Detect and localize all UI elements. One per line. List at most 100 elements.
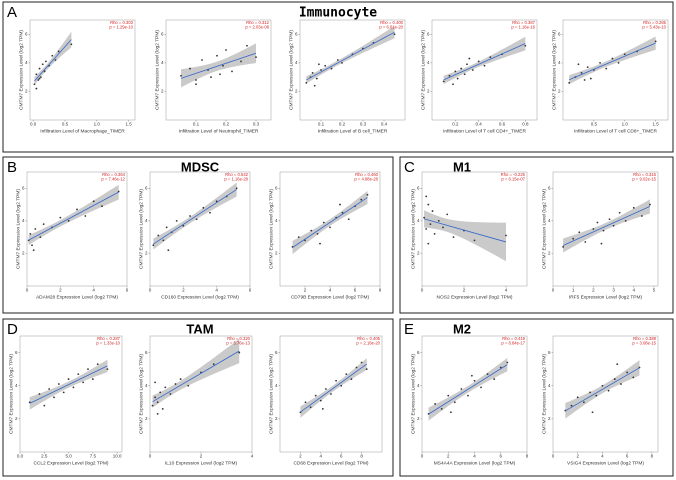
x-tick-label: 0.0 — [17, 454, 24, 459]
x-tick-label: 4 — [215, 288, 218, 293]
x-tick-label: 8 — [360, 454, 363, 459]
point — [310, 229, 313, 232]
point — [654, 40, 657, 43]
point — [33, 83, 36, 86]
point — [576, 396, 579, 399]
point — [452, 83, 454, 86]
point — [423, 216, 425, 219]
x-tick-label: 8 — [526, 454, 529, 459]
point — [212, 363, 215, 366]
y-tick-label: 6 — [22, 185, 25, 190]
panel-frame — [399, 318, 674, 477]
point — [305, 81, 308, 84]
y-tick-label: 6 — [295, 31, 298, 36]
point — [568, 81, 571, 84]
x-axis-label: ADAM28 Expression Level (log2 TPM) — [36, 294, 118, 300]
point — [605, 67, 608, 70]
point — [578, 231, 581, 234]
annotation: p = 1.29e-10 — [109, 25, 133, 30]
x-tick-label: 4 — [320, 454, 323, 459]
point — [632, 206, 635, 209]
y-tick-label: 6 — [417, 185, 420, 190]
point — [592, 228, 595, 230]
point — [96, 363, 99, 366]
point — [335, 379, 337, 382]
point — [618, 211, 621, 214]
point — [350, 378, 353, 380]
y-tick-label: 2 — [161, 89, 164, 94]
fit-line — [153, 189, 237, 245]
y-axis-label: CMTM7 Expression Level (log2 TPM) — [551, 30, 557, 110]
point — [297, 236, 300, 239]
x-tick-label: 0.4 — [381, 122, 388, 127]
plot-frame — [421, 335, 528, 453]
point — [483, 64, 486, 67]
y-tick-label: 2 — [295, 89, 298, 94]
point — [440, 408, 443, 410]
point — [311, 71, 314, 74]
x-tick-label: 0.2 — [339, 122, 346, 127]
confidence-band — [34, 31, 72, 86]
point — [152, 244, 155, 247]
y-tick-label: 2 — [548, 251, 551, 256]
point — [187, 384, 190, 387]
y-tick-label: 2 — [558, 89, 561, 94]
point — [466, 63, 468, 66]
point — [477, 60, 480, 63]
point — [347, 218, 350, 221]
y-tick-label: 2 — [22, 251, 25, 256]
point — [320, 69, 322, 71]
point — [157, 234, 160, 237]
x-tick-label: 4 — [601, 454, 604, 459]
annotation: p = 1.16e-28 — [224, 177, 248, 182]
x-tick-label: 0.8 — [522, 122, 529, 127]
annotation: p = 6.61e-20 — [379, 25, 403, 30]
x-tick-label: 4 — [633, 288, 636, 293]
fit-line — [569, 42, 656, 81]
x-tick-label: 0.6 — [499, 122, 506, 127]
point — [446, 213, 449, 216]
point — [620, 383, 622, 385]
annotation: p = 1.16e-16 — [511, 25, 535, 30]
fit-line — [306, 31, 395, 81]
x-tick-label: 0 — [552, 288, 555, 293]
annotation: Rho = 0.364 — [102, 172, 126, 177]
point — [240, 60, 242, 63]
y-axis-label: CMTM7 Expression Level (log2 TPM) — [288, 30, 294, 110]
y-axis-label: CMTM7 Expression Level (log2 TPM) — [541, 189, 547, 269]
point — [91, 378, 94, 380]
point — [182, 224, 185, 227]
confidence-band — [306, 26, 395, 84]
x-axis-label: NOS2 Expression Level (log2 TPM) — [437, 294, 513, 300]
point — [222, 64, 224, 67]
panel-label: D — [7, 321, 18, 338]
point — [355, 366, 358, 369]
point — [201, 59, 203, 61]
annotation: Rho = 0.367 — [512, 20, 536, 25]
point — [577, 63, 580, 66]
point — [572, 237, 575, 240]
x-axis-label: MS4A4A Expression Level (log2 TPM) — [434, 460, 516, 466]
point — [442, 226, 444, 229]
point — [39, 76, 42, 79]
plot-frame — [552, 335, 659, 453]
point — [393, 33, 396, 36]
point — [454, 70, 457, 73]
panel-label: A — [7, 4, 17, 21]
point — [189, 67, 191, 70]
y-tick-label: 6 — [275, 350, 278, 355]
confidence-band — [569, 36, 656, 85]
point — [425, 228, 428, 230]
point — [599, 61, 601, 64]
annotation: p = 4.88e-28 — [354, 177, 378, 182]
y-tick-label: 2 — [417, 416, 420, 421]
point — [324, 64, 327, 67]
point — [360, 361, 363, 364]
point — [607, 389, 610, 392]
point — [632, 376, 635, 379]
point — [506, 361, 509, 364]
point — [54, 59, 57, 61]
point — [330, 67, 333, 70]
fit-line — [292, 197, 368, 248]
point — [460, 67, 463, 70]
